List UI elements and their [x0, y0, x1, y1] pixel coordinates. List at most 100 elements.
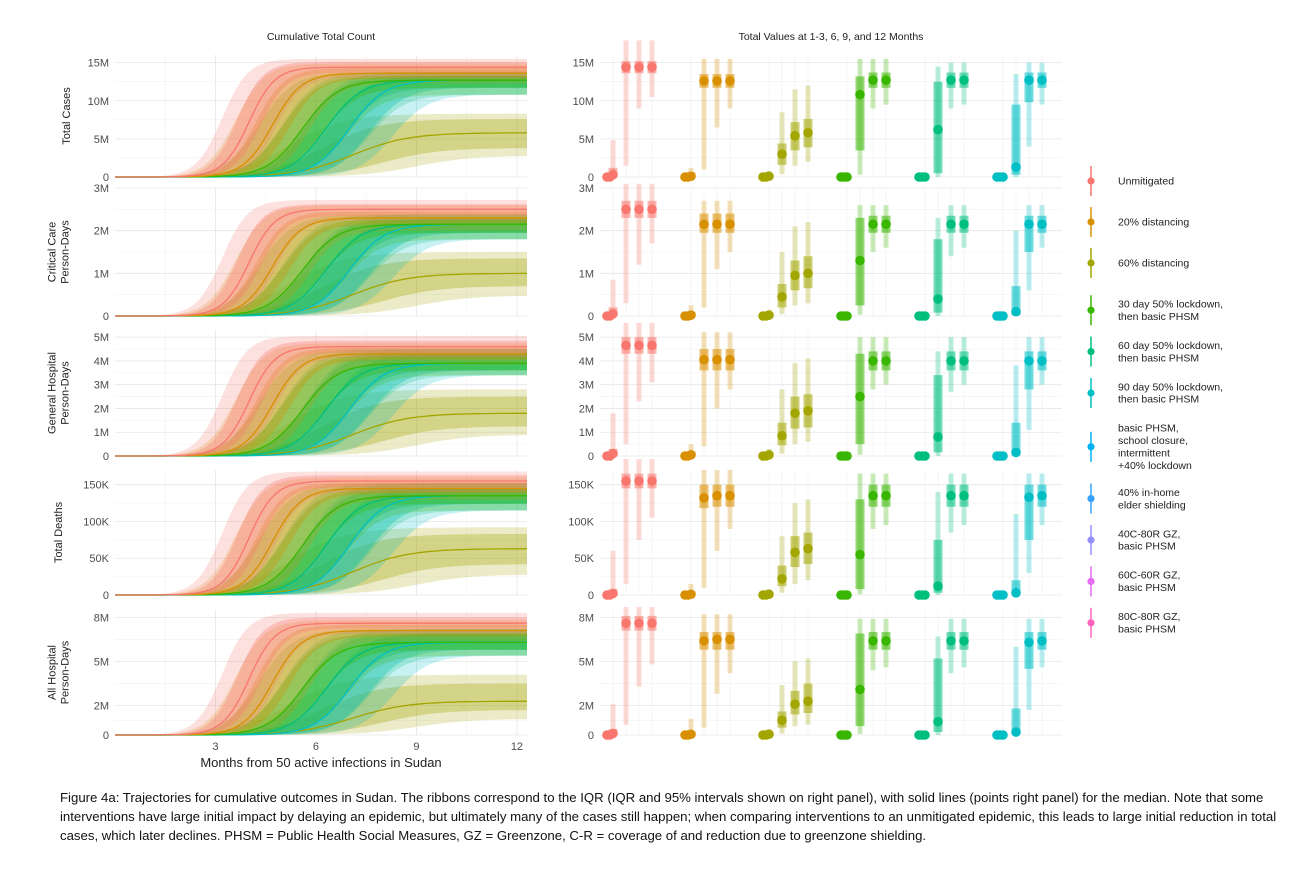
median-point-early-0 — [605, 311, 615, 321]
median-point-early-5 — [995, 172, 1005, 182]
legend-entry-5: 90 day 50% lockdown, then basic PHSM — [1118, 381, 1223, 405]
legend-entry-line: intermittent — [1118, 448, 1170, 460]
median-point-4 — [933, 294, 943, 304]
median-point-early-2 — [761, 730, 771, 740]
median-point-1 — [699, 76, 709, 86]
median-line-0 — [115, 622, 527, 736]
median-point-3 — [881, 490, 891, 501]
y-tick-label: 2M — [94, 226, 109, 238]
legend-entry-6: basic PHSM, school closure, intermittent +4… — [1118, 423, 1192, 472]
legend-key-point-9 — [1087, 577, 1095, 586]
ribbon-outer-5 — [115, 349, 527, 456]
median-point-5 — [1024, 219, 1034, 230]
ribbon-outer-4 — [115, 483, 527, 595]
ribbon-outer-3 — [115, 71, 527, 177]
legend-key-point-6 — [1087, 443, 1095, 451]
y-tick-label: 50K — [89, 553, 109, 565]
median-point-1 — [712, 354, 722, 365]
legend-entry-7: 40% in-home elder shielding — [1118, 487, 1186, 511]
x-axis-label: Months from 50 active infections in Suda… — [200, 755, 441, 770]
legend-key-point-1 — [1087, 218, 1095, 226]
median-point-3 — [881, 636, 891, 646]
median-point-early-1 — [683, 590, 693, 600]
median-point-4 — [959, 219, 969, 230]
median-point-3 — [881, 219, 891, 230]
median-point-5 — [1037, 75, 1047, 85]
ribbon-outer-2 — [115, 674, 527, 735]
legend-entry-line: 80C-80R GZ, — [1118, 611, 1180, 623]
median-point-1 — [699, 354, 709, 365]
y-tick-label: 5M — [94, 656, 109, 668]
ribbon-outer-4 — [115, 214, 527, 316]
median-point-2 — [777, 430, 787, 441]
median-point-0 — [647, 476, 657, 486]
legend-entry-line: then basic PHSM — [1118, 352, 1199, 364]
median-point-0 — [634, 618, 644, 629]
ribbon-iqr-5 — [115, 75, 527, 177]
ribbon-outer-0 — [115, 335, 527, 456]
ribbon-iqr-2 — [115, 258, 527, 316]
y-tick-label: 5M — [94, 332, 109, 344]
y-axis-label-3: Total Deaths — [53, 501, 65, 563]
ribbon-outer-0 — [115, 58, 527, 177]
ribbon-iqr-2 — [115, 683, 527, 735]
legend-key-point-3 — [1087, 306, 1095, 314]
ribbon-iqr-1 — [115, 624, 527, 735]
median-point-2 — [803, 127, 813, 138]
median-point-early-2 — [761, 590, 771, 600]
right-panel-title: Total Values at 1-3, 6, 9, and 12 Months — [739, 31, 924, 43]
x-tick-label: 6 — [313, 741, 319, 753]
ribbon-iqr-1 — [115, 347, 527, 456]
y-tick-label: 150K — [568, 480, 594, 492]
median-point-3 — [855, 391, 865, 402]
median-point-4 — [946, 219, 956, 230]
median-point-early-2 — [761, 451, 771, 461]
y-axis-label-line: All Hospital — [47, 645, 59, 700]
median-point-5 — [1037, 636, 1047, 646]
y-axis-label-2: General HospitalPerson-Days — [47, 352, 72, 434]
y-tick-label: 150K — [83, 480, 109, 492]
median-point-0 — [621, 62, 631, 72]
y-tick-label: 0 — [103, 590, 109, 602]
y-tick-label: 2M — [94, 701, 109, 713]
legend-entry-line: 40C-80R GZ, — [1118, 528, 1180, 540]
median-point-4 — [959, 75, 969, 85]
median-point-early-1 — [683, 451, 693, 461]
median-point-5 — [1011, 727, 1021, 737]
median-point-4 — [946, 490, 956, 501]
median-point-0 — [647, 618, 657, 629]
y-tick-label: 3M — [579, 183, 594, 195]
x-tick-label: 9 — [413, 741, 419, 753]
legend-entry-0: Unmitigated — [1118, 176, 1174, 188]
median-point-4 — [959, 490, 969, 501]
left-panel-title: Cumulative Total Count — [267, 31, 375, 43]
median-point-early-3 — [839, 590, 849, 600]
median-point-early-0 — [605, 590, 615, 600]
median-point-4 — [959, 356, 969, 366]
legend-entry-line: then basic PHSM — [1118, 394, 1199, 406]
median-point-4 — [946, 636, 956, 646]
chart-legend: Unmitigated 20% distancing 60% distancing 3… — [1087, 166, 1223, 638]
y-tick-label: 15M — [88, 58, 109, 70]
median-point-2 — [777, 292, 787, 302]
legend-key-point-8 — [1087, 536, 1095, 544]
median-point-5 — [1024, 356, 1034, 366]
legend-key-point-7 — [1087, 495, 1095, 503]
ribbon-outer-3 — [115, 349, 527, 456]
median-point-4 — [933, 432, 943, 442]
left-panel-3: 0 50K 100K 150K Total Deaths — [53, 470, 527, 602]
y-tick-label: 0 — [588, 311, 594, 323]
figure-canvas: Cumulative Total Count Total Values at 1… — [47, 31, 1224, 770]
median-point-early-2 — [761, 172, 771, 182]
y-tick-label: 2M — [579, 403, 594, 415]
ribbon-iqr-5 — [115, 488, 527, 595]
y-tick-label: 0 — [588, 730, 594, 742]
median-point-1 — [725, 219, 735, 230]
legend-entry-line: school closure, — [1118, 435, 1188, 447]
median-line-0 — [115, 208, 527, 317]
median-point-0 — [647, 62, 657, 72]
median-point-3 — [881, 356, 891, 366]
chart-panels: 0 5M 10M 15M Total Cases 0 5M 10M 15M 0 1M 2M 3M Crit… — [47, 40, 1062, 753]
y-tick-label: 2M — [94, 403, 109, 415]
y-tick-label: 1M — [94, 427, 109, 439]
